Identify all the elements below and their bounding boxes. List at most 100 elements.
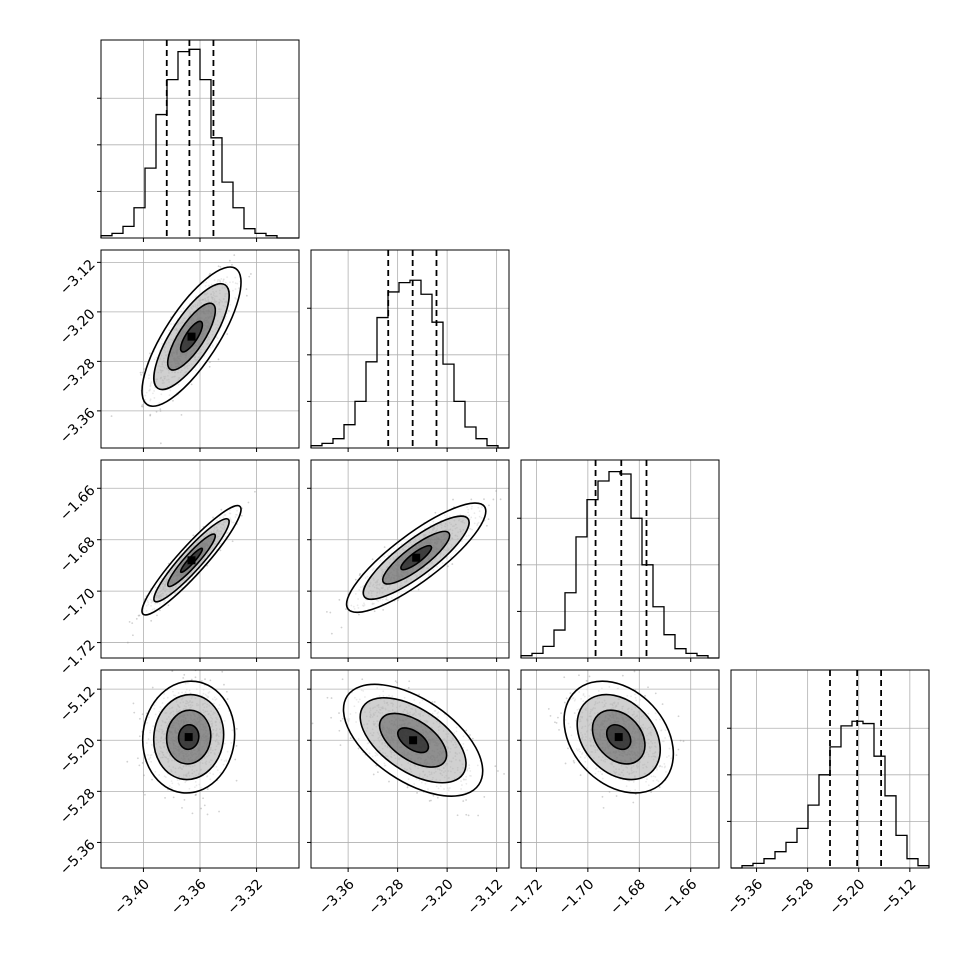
histogram-bin [443, 364, 454, 448]
scatter-point [203, 804, 206, 807]
scatter-point [487, 518, 490, 521]
x-tick-label: −3.36 [168, 876, 210, 918]
scatter-panel-0-1: −3.12−3.20−3.28−3.36 [57, 249, 300, 452]
y-tick-label: −5.28 [57, 786, 99, 828]
histogram-bin [476, 439, 487, 448]
scatter-point [436, 796, 439, 799]
histogram-bin [565, 593, 576, 658]
density-peak [187, 332, 196, 341]
histogram-bin [244, 229, 255, 238]
scatter-point [138, 717, 141, 720]
scatter-point [110, 415, 113, 418]
scatter-point [488, 504, 490, 507]
histogram-bin [465, 427, 476, 448]
panel-frame [100, 459, 300, 659]
x-tick-label: −3.40 [111, 876, 153, 918]
histogram-bin [123, 226, 134, 238]
scatter-point [141, 713, 144, 716]
scatter-point [223, 683, 225, 686]
histogram-bin [134, 208, 145, 238]
scatter-point [330, 632, 333, 635]
scatter-point [143, 774, 145, 777]
scatter-point [338, 598, 341, 601]
scatter-point [560, 712, 562, 715]
scatter-point [235, 727, 238, 730]
histogram-bin [222, 182, 233, 238]
scatter-point [430, 799, 432, 802]
scatter-point [135, 617, 138, 620]
scatter-point [615, 795, 618, 797]
scatter-point [396, 599, 399, 602]
y-tick-label: −3.36 [57, 405, 99, 447]
scatter-point [159, 408, 162, 411]
scatter-point [339, 744, 342, 747]
scatter-panel-1-3: −3.36 −3.28 −3.20 −3.12 [307, 669, 510, 918]
scatter-point [345, 608, 347, 611]
y-tick-label: −3.12 [57, 257, 99, 299]
scatter-point [194, 794, 197, 796]
x-tick-label: −3.28 [366, 876, 408, 918]
scatter-panel-0-2: −1.66−1.68−1.70−1.72 [57, 459, 300, 679]
scatter-point [171, 670, 174, 672]
scatter-point [647, 686, 649, 689]
density-peak [409, 736, 418, 745]
scatter-point [329, 611, 332, 614]
y-tick-label: −5.12 [57, 684, 99, 726]
scatter-point [202, 797, 204, 800]
histogram-bin [156, 115, 167, 238]
scatter-point [608, 790, 611, 793]
histogram-bin [255, 233, 266, 238]
scatter-point [226, 333, 229, 335]
scatter-point [151, 686, 154, 689]
scatter-point [126, 641, 129, 644]
scatter-point [155, 410, 158, 413]
grid [521, 460, 719, 658]
scatter-point [219, 265, 222, 268]
scatter-point [248, 275, 251, 278]
grid [311, 250, 509, 448]
scatter-point [142, 405, 144, 408]
scatter-point [499, 498, 502, 501]
scatter-point [156, 614, 158, 617]
histogram-bin [454, 401, 465, 448]
panel-frame [100, 669, 300, 869]
scatter-point [417, 588, 420, 591]
scatter-point [452, 498, 454, 501]
scatter-point [231, 540, 234, 543]
y-tick-label: −5.20 [57, 735, 99, 777]
scatter-panel-0-3: −5.12−5.20−5.28−5.36−3.40 −3.36 −3.32 [57, 669, 300, 918]
y-tick-label: −1.70 [57, 585, 99, 627]
histogram-bin [189, 49, 200, 238]
histogram-bin [421, 294, 432, 448]
scatter-point [465, 813, 468, 816]
scatter-point [358, 613, 360, 616]
scatter-point [151, 778, 153, 781]
scatter-body [110, 254, 252, 445]
scatter-point [209, 272, 211, 275]
scatter-point [330, 697, 333, 699]
scatter-point [219, 549, 222, 552]
histogram-bin [399, 283, 410, 448]
scatter-point [234, 758, 237, 761]
scatter-point [483, 796, 486, 798]
scatter-point [149, 414, 152, 417]
scatter-point [428, 800, 431, 802]
scatter-point [357, 747, 360, 750]
histogram-bin [167, 80, 178, 238]
scatter-point [221, 670, 224, 673]
scatter-point [172, 399, 174, 402]
scatter-body [126, 490, 256, 644]
scatter-point [339, 719, 342, 722]
scatter-point [140, 405, 143, 408]
histogram-bin [410, 280, 421, 448]
histogram-bin [554, 630, 565, 658]
scatter-point [494, 765, 497, 768]
histogram-bin [631, 518, 642, 658]
scatter-point [139, 371, 142, 374]
scatter-point [218, 810, 220, 813]
scatter-point [204, 678, 206, 681]
scatter-point [192, 534, 195, 537]
scatter-point [208, 365, 211, 368]
scatter-point [434, 511, 437, 514]
histogram-panel-1 [307, 249, 510, 452]
